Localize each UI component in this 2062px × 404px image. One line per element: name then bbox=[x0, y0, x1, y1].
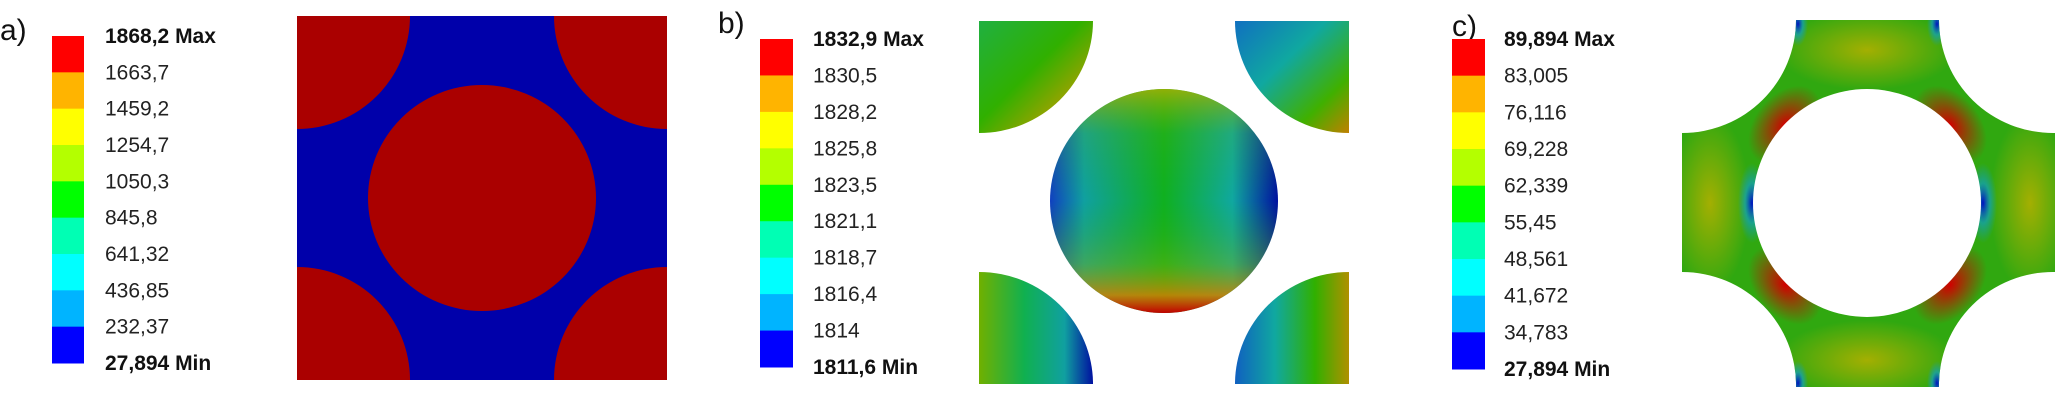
legend-color-band bbox=[52, 108, 84, 146]
legend-level-label: 641,32 bbox=[105, 243, 169, 266]
legend-level-label: 83,005 bbox=[1504, 65, 1568, 88]
legend-level-label: 69,228 bbox=[1504, 138, 1568, 161]
legend-color-band bbox=[52, 217, 84, 255]
legend-min-label: 27,894 Min bbox=[105, 352, 211, 375]
legend-level-label: 1830,5 bbox=[813, 64, 877, 87]
legend-color-band bbox=[760, 221, 793, 259]
legend-min-label: 1811,6 Min bbox=[813, 356, 918, 379]
corner-inclusion bbox=[979, 272, 1093, 384]
panel-c-label: c) bbox=[1452, 10, 1477, 43]
panel-a-label: a) bbox=[0, 14, 27, 47]
legend-color-band bbox=[1452, 295, 1485, 333]
legend-level-label: 48,561 bbox=[1504, 248, 1568, 271]
legend-color-band bbox=[1452, 112, 1485, 150]
legend-level-label: 1814 bbox=[813, 320, 860, 343]
legend-level-label: 1828,2 bbox=[813, 101, 877, 124]
legend-color-band bbox=[52, 72, 84, 110]
legend-color-band bbox=[52, 254, 84, 291]
legend-level-label: 76,116 bbox=[1504, 101, 1567, 124]
legend-max-label: 89,894 Max bbox=[1504, 28, 1615, 51]
legend-color-band bbox=[1452, 149, 1485, 187]
legend-level-label: 1050,3 bbox=[105, 170, 169, 193]
corner-inclusion bbox=[554, 16, 667, 129]
corner-inclusion bbox=[554, 267, 667, 380]
legend-level-label: 436,85 bbox=[105, 279, 169, 302]
legend-level-label: 1823,5 bbox=[813, 174, 877, 197]
legend-color-band bbox=[1452, 332, 1485, 370]
legend-level-label: 34,783 bbox=[1504, 321, 1568, 344]
contour-plot-c bbox=[1682, 20, 2055, 387]
legend-max-label: 1868,2 Max bbox=[105, 25, 216, 48]
legend-level-label: 232,37 bbox=[105, 316, 169, 339]
legend-color-band bbox=[52, 145, 84, 182]
legend-color-band bbox=[1452, 259, 1485, 297]
legend-color-band bbox=[760, 111, 793, 149]
corner-inclusion bbox=[1235, 21, 1349, 133]
legend-color-band bbox=[52, 326, 84, 364]
legend-c: 89,894 Max 83,005 76,116 69,228 62,339 55,45 4… bbox=[1452, 28, 1615, 381]
legend-color-band bbox=[760, 330, 793, 368]
legend-color-band bbox=[760, 184, 793, 222]
contour-plot-a bbox=[297, 16, 667, 380]
legend-level-label: 1825,8 bbox=[813, 137, 877, 160]
legend-level-label: 62,339 bbox=[1504, 175, 1568, 198]
legend-color-band bbox=[52, 290, 84, 328]
corner-inclusion bbox=[297, 16, 410, 129]
corner-inclusion bbox=[979, 21, 1093, 133]
legend-color-band bbox=[52, 181, 84, 219]
legend-level-label: 1818,7 bbox=[813, 247, 877, 270]
legend-level-label: 1816,4 bbox=[813, 283, 878, 306]
legend-color-band bbox=[760, 75, 793, 113]
legend-color-band bbox=[1452, 39, 1485, 77]
legend-b: 1832,9 Max 1830,5 1828,2 1825,8 1823,5 1821,1… bbox=[760, 28, 924, 379]
legend-max-label: 1832,9 Max bbox=[813, 28, 924, 51]
contour-plot-b bbox=[979, 21, 1349, 384]
legend-level-label: 1663,7 bbox=[105, 61, 169, 84]
legend-level-label: 1254,7 bbox=[105, 134, 169, 157]
legend-color-band bbox=[760, 148, 793, 186]
legend-level-label: 41,672 bbox=[1504, 285, 1568, 308]
legend-level-label: 1459,2 bbox=[105, 98, 169, 121]
corner-inclusion bbox=[297, 267, 410, 380]
legend-color-band bbox=[1452, 222, 1485, 260]
panel-b-label: b) bbox=[718, 7, 745, 40]
legend-color-band bbox=[760, 39, 793, 76]
hole bbox=[1753, 89, 1981, 317]
legend-level-label: 1821,1 bbox=[813, 210, 877, 233]
center-inclusion bbox=[368, 85, 596, 311]
corner-inclusion bbox=[1235, 272, 1349, 384]
legend-level-label: 55,45 bbox=[1504, 211, 1557, 234]
legend-min-label: 27,894 Min bbox=[1504, 358, 1610, 381]
legend-color-band bbox=[1452, 75, 1485, 113]
legend-color-band bbox=[760, 294, 793, 332]
legend-color-band bbox=[760, 257, 793, 295]
legend-color-band bbox=[1452, 185, 1485, 223]
legend-color-band bbox=[52, 36, 84, 73]
center-inclusion-overlay bbox=[1050, 89, 1278, 313]
legend-level-label: 845,8 bbox=[105, 207, 158, 230]
legend-a: 1868,2 Max 1663,7 1459,2 1254,7 1050,3 845,8 6… bbox=[52, 25, 216, 375]
